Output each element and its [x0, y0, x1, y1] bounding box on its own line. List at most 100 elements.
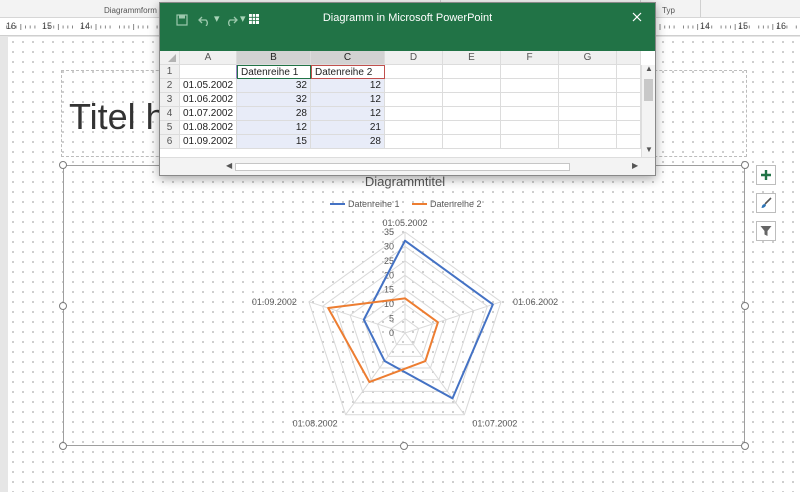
table-cell[interactable]: 12: [311, 107, 385, 121]
table-cell[interactable]: [617, 107, 641, 121]
table-cell[interactable]: [385, 107, 443, 121]
radar-series-1-line[interactable]: [362, 239, 494, 400]
table-cell[interactable]: [385, 121, 443, 135]
table-cell[interactable]: 32: [237, 79, 311, 93]
table-cell[interactable]: 15: [237, 135, 311, 149]
row-header[interactable]: 4: [160, 107, 180, 121]
table-cell[interactable]: 12: [311, 93, 385, 107]
table-cell[interactable]: [501, 93, 559, 107]
table-cell[interactable]: [617, 93, 641, 107]
table-cell[interactable]: 01.05.2002: [180, 79, 237, 93]
table-cell[interactable]: [443, 79, 501, 93]
chart-styles-button[interactable]: [756, 193, 776, 213]
table-cell[interactable]: [443, 107, 501, 121]
table-cell[interactable]: 01.06.2002: [180, 93, 237, 107]
table-cell[interactable]: [180, 65, 237, 79]
table-cell[interactable]: [617, 65, 641, 79]
table-cell[interactable]: 12: [237, 121, 311, 135]
table-cell[interactable]: [443, 135, 501, 149]
resize-handle-bottom-right[interactable]: [741, 442, 749, 450]
table-cell[interactable]: [559, 135, 617, 149]
table-cell[interactable]: [385, 65, 443, 79]
table-cell[interactable]: [559, 93, 617, 107]
column-header-g[interactable]: G: [559, 51, 617, 65]
slide-title-placeholder[interactable]: Titel h: [69, 96, 166, 137]
table-cell[interactable]: 01.09.2002: [180, 135, 237, 149]
column-header-b[interactable]: B: [237, 51, 311, 65]
edit-data-in-excel-icon[interactable]: [248, 13, 260, 25]
column-header-d[interactable]: D: [385, 51, 443, 65]
table-cell[interactable]: [385, 135, 443, 149]
table-cell[interactable]: [443, 121, 501, 135]
select-all-corner[interactable]: [160, 51, 180, 65]
table-cell[interactable]: 01.08.2002: [180, 121, 237, 135]
table-cell[interactable]: [385, 79, 443, 93]
excel-data-window[interactable]: ▾ ▾ Diagramm in Microsoft PowerPoint A B…: [159, 2, 656, 176]
resize-handle-left[interactable]: [59, 302, 67, 310]
row-header[interactable]: 2: [160, 79, 180, 93]
column-header-e[interactable]: E: [443, 51, 501, 65]
row-header[interactable]: 1: [160, 65, 180, 79]
chart-elements-button[interactable]: [756, 165, 776, 185]
radar-series-2-line[interactable]: [327, 297, 439, 384]
close-button[interactable]: [629, 9, 645, 25]
table-cell[interactable]: [501, 121, 559, 135]
horizontal-scroll-thumb[interactable]: [235, 163, 570, 171]
column-header-a[interactable]: A: [180, 51, 237, 65]
undo-icon[interactable]: [198, 14, 212, 26]
radar-category-label: 01.07.2002: [472, 419, 517, 429]
horizontal-scrollbar[interactable]: ◀ ▶: [160, 157, 655, 175]
table-cell[interactable]: [501, 135, 559, 149]
vertical-scrollbar[interactable]: ▲ ▼: [641, 64, 655, 157]
column-header-f[interactable]: F: [501, 51, 559, 65]
table-cell[interactable]: 12: [311, 79, 385, 93]
table-cell[interactable]: [501, 79, 559, 93]
vertical-scroll-thumb[interactable]: [644, 79, 653, 101]
row-header[interactable]: 5: [160, 121, 180, 135]
table-cell[interactable]: 28: [311, 135, 385, 149]
scroll-down-icon[interactable]: ▼: [645, 145, 653, 154]
row-header[interactable]: 6: [160, 135, 180, 149]
column-header-h[interactable]: [617, 51, 641, 65]
undo-dropdown-icon[interactable]: ▾: [214, 13, 220, 25]
column-header-c[interactable]: C: [311, 51, 385, 65]
table-cell[interactable]: [559, 107, 617, 121]
scroll-up-icon[interactable]: ▲: [645, 64, 653, 73]
table-cell[interactable]: 32: [237, 93, 311, 107]
scroll-right-icon[interactable]: ▶: [632, 161, 639, 170]
resize-handle-right[interactable]: [741, 302, 749, 310]
table-cell[interactable]: Datenreihe 1: [237, 65, 311, 79]
table-cell[interactable]: [501, 107, 559, 121]
resize-handle-bottom[interactable]: [400, 442, 408, 450]
resize-handle-top-left[interactable]: [59, 161, 67, 169]
redo-dropdown-icon[interactable]: ▾: [240, 13, 246, 25]
table-cell[interactable]: [559, 79, 617, 93]
table-cell[interactable]: [559, 65, 617, 79]
table-cell[interactable]: [501, 65, 559, 79]
table-cell[interactable]: [617, 121, 641, 135]
table-row: 5 01.08.2002 12 21: [160, 121, 641, 135]
resize-handle-bottom-left[interactable]: [59, 442, 67, 450]
table-cell[interactable]: [559, 121, 617, 135]
spreadsheet-grid[interactable]: A B C D E F G 1 Datenreihe 1 Datenreihe 2 2…: [160, 51, 641, 156]
table-cell[interactable]: 28: [237, 107, 311, 121]
radar-series[interactable]: [327, 239, 494, 400]
table-cell[interactable]: [617, 79, 641, 93]
excel-title-bar[interactable]: ▾ ▾ Diagramm in Microsoft PowerPoint: [160, 3, 655, 51]
scroll-left-icon[interactable]: ◀: [226, 161, 233, 170]
redo-icon[interactable]: [224, 14, 238, 26]
table-cell[interactable]: Datenreihe 2: [311, 65, 385, 79]
table-cell[interactable]: [443, 93, 501, 107]
chart-title[interactable]: Diagrammtitel: [365, 174, 445, 189]
table-cell[interactable]: 01.07.2002: [180, 107, 237, 121]
table-cell[interactable]: 21: [311, 121, 385, 135]
table-cell[interactable]: [385, 93, 443, 107]
chart-filters-button[interactable]: [756, 221, 776, 241]
resize-handle-top-right[interactable]: [741, 161, 749, 169]
chart-legend[interactable]: Datenreihe 1 Datenreihe 2: [330, 199, 482, 209]
table-cell[interactable]: [617, 135, 641, 149]
save-icon[interactable]: [176, 14, 188, 26]
row-header[interactable]: 3: [160, 93, 180, 107]
table-cell[interactable]: [443, 65, 501, 79]
